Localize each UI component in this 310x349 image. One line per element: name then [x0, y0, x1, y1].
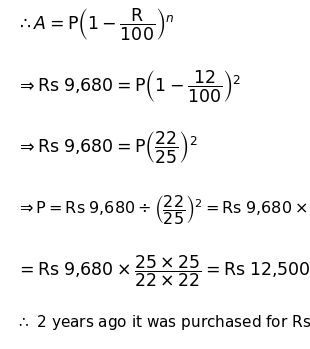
Text: $\Rightarrow \mathrm{P}= \mathrm{Rs}\;9{,}680\div\left(\dfrac{22}{25}\right)^{2}: $\Rightarrow \mathrm{P}= \mathrm{Rs}\;9{…	[16, 193, 310, 226]
Text: $\Rightarrow \mathrm{Rs}\;9{,}680 = \mathrm{P}\left(1-\dfrac{12}{100}\right)^{2}: $\Rightarrow \mathrm{Rs}\;9{,}680 = \mat…	[16, 67, 241, 104]
Text: $\Rightarrow \mathrm{Rs}\;9{,}680 = \mathrm{P}\left(\dfrac{22}{25}\right)^{2}$: $\Rightarrow \mathrm{Rs}\;9{,}680 = \mat…	[16, 129, 197, 165]
Text: $= \mathrm{Rs}\;9{,}680\times\dfrac{25\times 25}{22\times 22} = \mathrm{Rs}\;12{: $= \mathrm{Rs}\;9{,}680\times\dfrac{25\t…	[16, 254, 310, 289]
Text: $\therefore$ 2 years ago it was purchased for Rs 12,500: $\therefore$ 2 years ago it was purchase…	[16, 313, 310, 332]
Text: $\therefore A = \mathrm{P}\left(1-\dfrac{\mathrm{R}}{100}\right)^{n}$: $\therefore A = \mathrm{P}\left(1-\dfrac…	[16, 6, 174, 43]
